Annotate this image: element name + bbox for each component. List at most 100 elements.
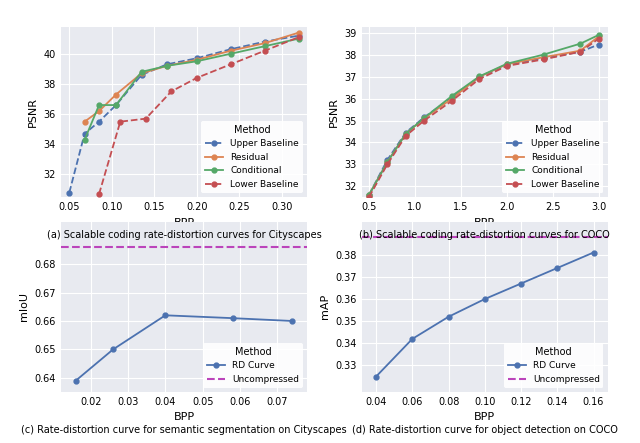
Lower Baseline bbox=[295, 35, 303, 40]
Lower Baseline bbox=[95, 191, 103, 197]
Residual bbox=[503, 62, 511, 67]
Residual bbox=[420, 116, 428, 121]
Lower Baseline bbox=[402, 133, 410, 139]
Lower Baseline bbox=[116, 119, 124, 124]
Line: RD Curve: RD Curve bbox=[374, 250, 596, 379]
Line: Conditional: Conditional bbox=[82, 36, 301, 142]
Legend: RD Curve, Uncompressed: RD Curve, Uncompressed bbox=[203, 343, 303, 388]
Conditional bbox=[577, 41, 584, 46]
RD Curve bbox=[589, 250, 597, 255]
Upper Baseline bbox=[503, 62, 511, 67]
Lower Baseline bbox=[383, 162, 391, 167]
Residual bbox=[383, 159, 391, 165]
Upper Baseline bbox=[95, 119, 103, 124]
Upper Baseline bbox=[295, 33, 303, 38]
RD Curve bbox=[372, 374, 380, 379]
Lower Baseline bbox=[476, 76, 483, 82]
Residual bbox=[138, 71, 145, 76]
Residual bbox=[261, 40, 269, 46]
Text: (d) Rate-distortion curve for object detection on COCO: (d) Rate-distortion curve for object det… bbox=[352, 425, 618, 435]
Upper Baseline bbox=[540, 56, 547, 61]
RD Curve bbox=[517, 281, 525, 286]
Upper Baseline bbox=[383, 157, 391, 163]
Upper Baseline bbox=[163, 62, 171, 67]
Line: Residual: Residual bbox=[82, 30, 301, 124]
RD Curve bbox=[161, 313, 169, 318]
Y-axis label: PSNR: PSNR bbox=[329, 97, 339, 127]
Residual bbox=[81, 119, 88, 124]
Line: Lower Baseline: Lower Baseline bbox=[97, 35, 301, 197]
Upper Baseline bbox=[138, 72, 145, 78]
Upper Baseline bbox=[595, 42, 603, 47]
Residual bbox=[193, 57, 200, 62]
Conditional bbox=[365, 192, 372, 198]
Conditional bbox=[295, 36, 303, 41]
Conditional bbox=[95, 102, 103, 108]
Legend: RD Curve, Uncompressed: RD Curve, Uncompressed bbox=[504, 343, 604, 388]
Lower Baseline bbox=[503, 63, 511, 69]
Conditional bbox=[193, 58, 200, 64]
Lower Baseline bbox=[227, 62, 235, 67]
Residual bbox=[227, 48, 235, 54]
Residual bbox=[476, 74, 483, 80]
Upper Baseline bbox=[227, 47, 235, 52]
Residual bbox=[295, 30, 303, 35]
Conditional bbox=[261, 43, 269, 49]
Line: Residual: Residual bbox=[367, 34, 601, 198]
Residual bbox=[402, 131, 410, 136]
Residual bbox=[595, 34, 603, 39]
RD Curve bbox=[72, 378, 79, 383]
Conditional bbox=[81, 137, 88, 143]
RD Curve bbox=[289, 319, 296, 324]
Lower Baseline bbox=[420, 118, 428, 123]
Upper Baseline bbox=[193, 56, 200, 61]
Line: Lower Baseline: Lower Baseline bbox=[367, 36, 601, 199]
Conditional bbox=[595, 32, 603, 38]
Residual bbox=[448, 96, 456, 101]
Upper Baseline bbox=[365, 192, 372, 198]
RD Curve bbox=[481, 296, 489, 302]
X-axis label: BPP: BPP bbox=[173, 412, 195, 423]
Lower Baseline bbox=[365, 194, 372, 200]
Upper Baseline bbox=[112, 102, 120, 108]
Legend: Upper Baseline, Residual, Conditional, Lower Baseline: Upper Baseline, Residual, Conditional, L… bbox=[202, 121, 303, 193]
Lower Baseline bbox=[448, 98, 456, 104]
Upper Baseline bbox=[81, 131, 88, 136]
Residual bbox=[365, 192, 372, 198]
Residual bbox=[163, 63, 171, 69]
Upper Baseline bbox=[261, 39, 269, 44]
X-axis label: BPP: BPP bbox=[474, 412, 495, 423]
Upper Baseline bbox=[448, 95, 456, 100]
Lower Baseline bbox=[193, 75, 200, 81]
X-axis label: BPP: BPP bbox=[173, 218, 195, 228]
Upper Baseline bbox=[65, 190, 73, 195]
Lower Baseline bbox=[168, 89, 175, 94]
Conditional bbox=[163, 63, 171, 69]
Conditional bbox=[503, 61, 511, 66]
Line: Upper Baseline: Upper Baseline bbox=[367, 42, 601, 198]
Lower Baseline bbox=[142, 116, 150, 121]
Lower Baseline bbox=[540, 57, 547, 62]
Conditional bbox=[448, 93, 456, 99]
Lower Baseline bbox=[577, 49, 584, 54]
Conditional bbox=[420, 115, 428, 120]
Text: (b) Scalable coding rate-distortion curves for COCO: (b) Scalable coding rate-distortion curv… bbox=[360, 230, 610, 241]
Line: Conditional: Conditional bbox=[367, 32, 601, 198]
RD Curve bbox=[445, 314, 452, 319]
RD Curve bbox=[554, 265, 561, 271]
Upper Baseline bbox=[420, 115, 428, 120]
Conditional bbox=[540, 52, 547, 57]
Y-axis label: PSNR: PSNR bbox=[28, 97, 38, 127]
Y-axis label: mIoU: mIoU bbox=[19, 292, 29, 321]
Conditional bbox=[383, 159, 391, 165]
Residual bbox=[540, 54, 547, 60]
Upper Baseline bbox=[476, 75, 483, 80]
Conditional bbox=[402, 131, 410, 136]
Conditional bbox=[138, 69, 145, 74]
Y-axis label: mAP: mAP bbox=[320, 294, 330, 319]
Conditional bbox=[227, 51, 235, 56]
Residual bbox=[577, 48, 584, 53]
Legend: Upper Baseline, Residual, Conditional, Lower Baseline: Upper Baseline, Residual, Conditional, L… bbox=[502, 121, 604, 193]
Line: RD Curve: RD Curve bbox=[74, 313, 294, 383]
Upper Baseline bbox=[402, 130, 410, 135]
